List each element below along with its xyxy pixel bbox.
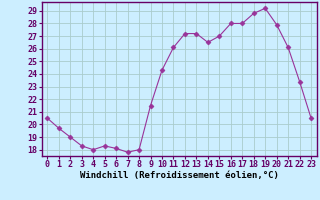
X-axis label: Windchill (Refroidissement éolien,°C): Windchill (Refroidissement éolien,°C) (80, 171, 279, 180)
